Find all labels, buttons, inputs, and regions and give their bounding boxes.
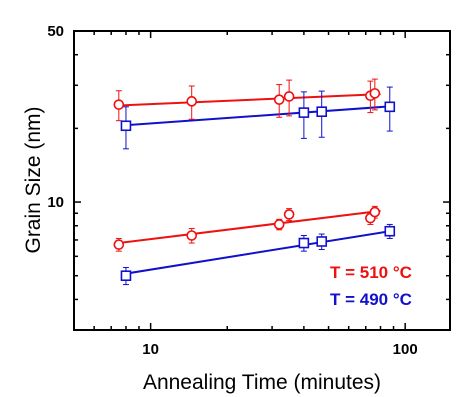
y-tick-label: 10 [47,194,64,211]
data-point-circle [369,206,381,218]
fit-line [118,209,381,245]
data-point-square [298,237,310,249]
data-point-square [316,106,328,117]
y-tick-label: 50 [47,23,64,40]
data-point-circle [113,99,125,110]
data-point-circle [283,91,295,102]
data-point-circle [273,94,285,105]
x-axis-title: Annealing Time (minutes) [143,371,381,394]
data-point-circle [273,219,285,230]
data-point-square [384,101,396,113]
data-point-square [316,236,328,247]
data-point-square [120,270,132,282]
plot-frame [73,30,451,331]
legend-entry-490: T = 490 °C [330,290,412,309]
data-point-square [384,225,396,237]
data-point-circle [186,230,198,241]
fit-line [125,105,390,127]
data-point-circle [369,88,381,99]
data-point-circle [186,96,198,107]
y-axis-title: Grain Size (nm) [22,106,45,253]
data-point-square [120,120,132,132]
x-tick-label: 10 [142,341,159,358]
fit-line [118,93,381,107]
x-tick-label: 100 [393,341,418,358]
legend-entry-510: T = 510 °C [330,263,412,282]
data-point-circle [113,239,125,250]
data-point-circle [283,209,295,220]
data-point-square [298,107,310,118]
fit-line [125,230,390,275]
